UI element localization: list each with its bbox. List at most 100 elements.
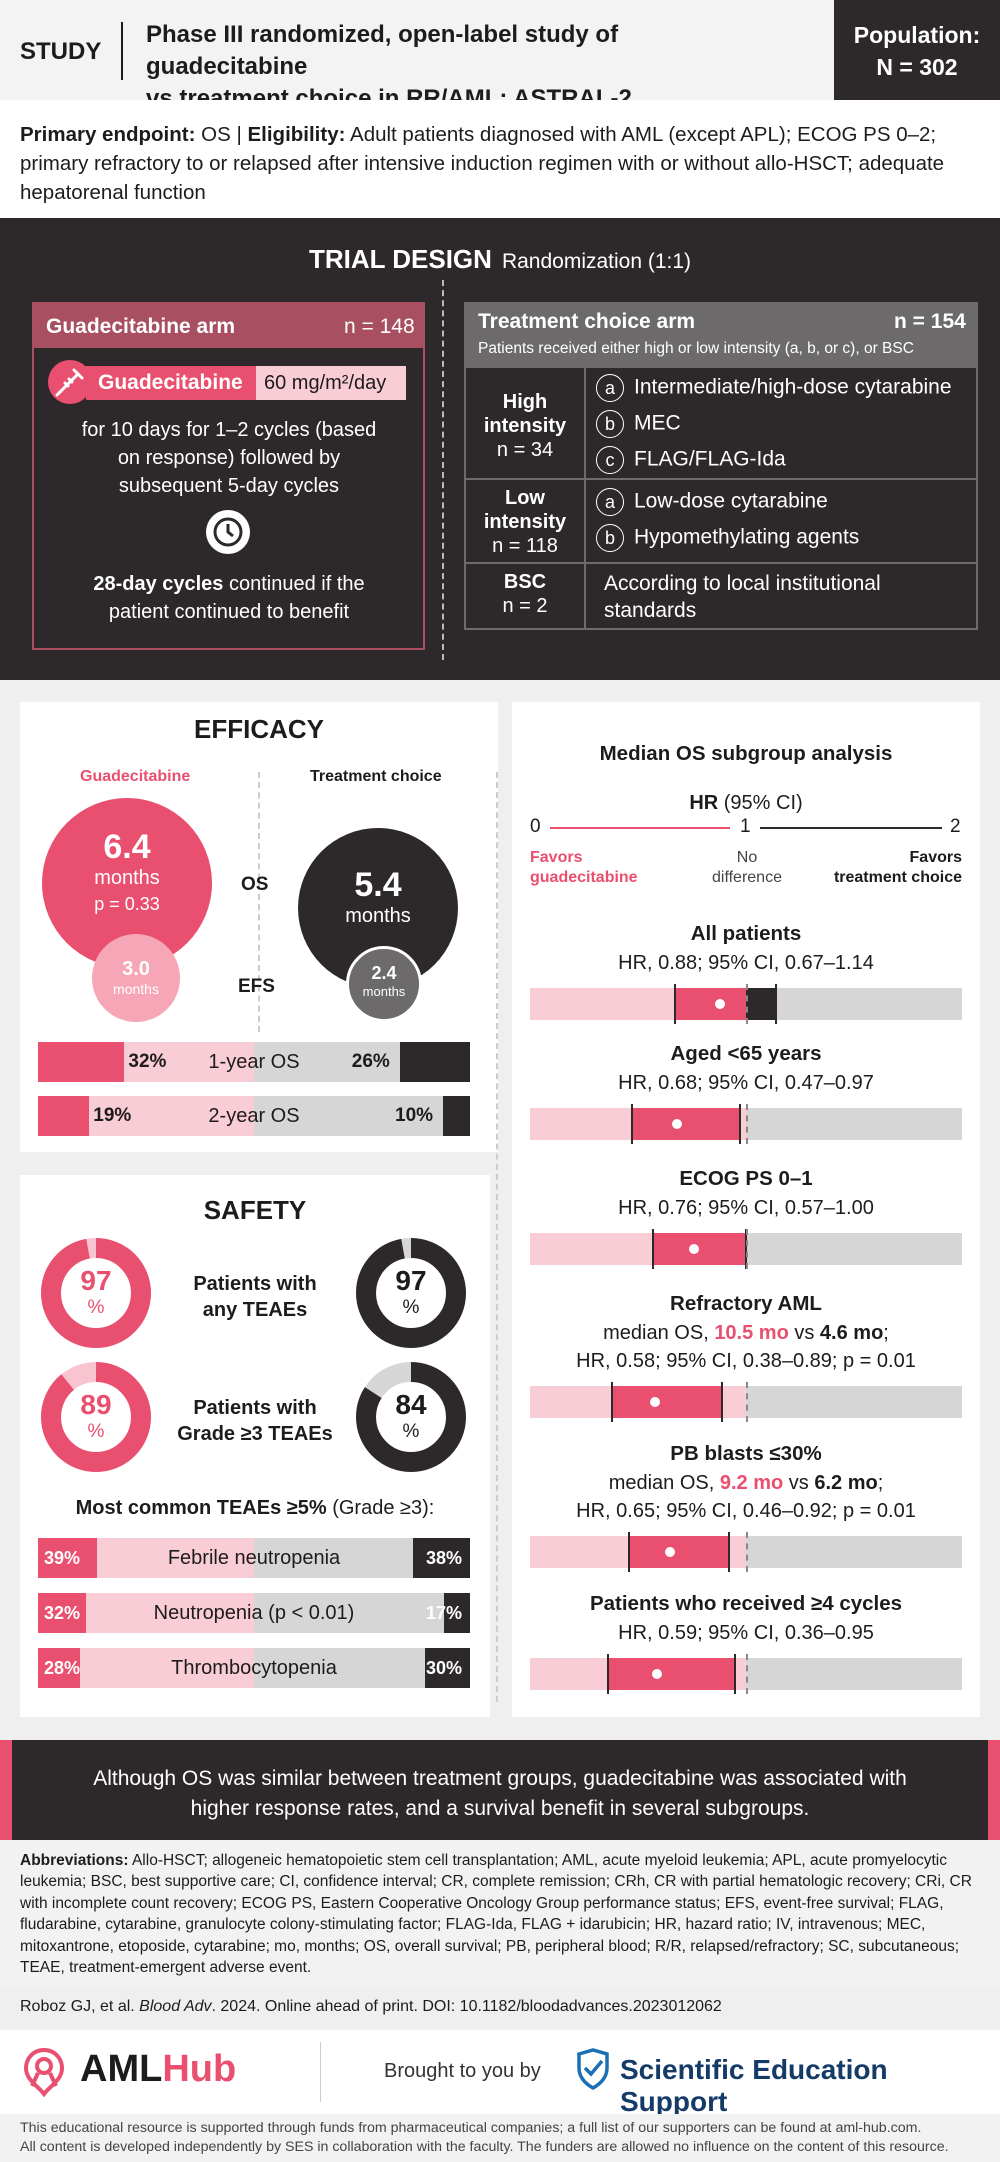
- subgroup-hr: HR, 0.59; 95% CI, 0.36–0.95: [618, 1622, 874, 1644]
- low-option-a: a Low-dose cytarabine: [596, 488, 828, 516]
- citation: Roboz GJ, et al. Blood Adv. 2024. Online…: [20, 1998, 722, 2016]
- forest-ci-lo: [606, 1654, 609, 1694]
- low-label2: intensity: [483, 511, 567, 533]
- subgroup-divider: [496, 772, 498, 1702]
- common-teaes-heading: Most common TEAEs ≥5% (Grade ≥3):: [20, 1497, 490, 1520]
- bsc-text1: According to local institutional: [604, 572, 881, 595]
- no-diff-1: No: [736, 849, 758, 866]
- donut-value: 89: [80, 1389, 112, 1420]
- trial-design-section: TRIAL DESIGN Randomization (1:1) Guadecit…: [0, 218, 1000, 680]
- donut-chart: [41, 1362, 151, 1472]
- common-teaes-grade: (Grade ≥3):: [332, 1497, 435, 1519]
- high-intensity-row: High intensity n = 34 a Intermediate/high-d…: [464, 366, 978, 480]
- option-text: MEC: [634, 411, 681, 435]
- abbreviations-label: Abbreviations:: [20, 1852, 129, 1869]
- efficacy-divider: [258, 772, 260, 1032]
- header-divider: [121, 22, 123, 80]
- hr-label-bold: HR: [689, 792, 719, 814]
- footer-line1: This educational resource is supported t…: [20, 2120, 922, 2136]
- forest-ci-lo: [673, 984, 676, 1024]
- median-os-prefix: median OS,: [603, 1322, 715, 1344]
- high-option-a: a Intermediate/high-dose cytarabine: [596, 374, 952, 402]
- syringe-icon: [48, 360, 92, 404]
- logo-hub: Hub: [162, 2048, 237, 2090]
- os-bar-guad-value: 32%: [128, 1051, 167, 1072]
- teae-label: Febrile neutropenia: [167, 1547, 341, 1569]
- favors-tc-2: treatment choice: [833, 869, 962, 886]
- subgroup-name: All patients: [690, 922, 802, 945]
- treatment-choice-header: Treatment choice arm n = 154 Patients re…: [464, 302, 978, 366]
- ses-shield-icon: [576, 2048, 610, 2091]
- high-intensity-label: High intensity n = 34: [466, 368, 586, 478]
- forest-ci-lo: [652, 1229, 655, 1269]
- efficacy-guad-label: Guadecitabine: [80, 768, 191, 785]
- median-os-end: ;: [883, 1322, 889, 1344]
- population-box: Population: N = 302: [834, 0, 1000, 100]
- donut-percent: %: [402, 1421, 420, 1442]
- option-letter: b: [596, 524, 624, 552]
- median-os-end: ;: [877, 1472, 884, 1494]
- high-label2: intensity: [483, 415, 567, 437]
- forest-right-bg: [746, 988, 962, 1020]
- os-bar-tc-value: 10%: [395, 1105, 434, 1126]
- median-os-prefix: median OS,: [608, 1472, 720, 1494]
- conclusion-text: Although OS was similar between treatmen…: [93, 1767, 907, 1820]
- arm-divider: [442, 280, 444, 660]
- guadecitabine-arm-name: Guadecitabine arm: [46, 315, 236, 338]
- guadecitabine-arm-header: Guadecitabine arm n = 148: [34, 304, 423, 348]
- citation-journal: Blood Adv: [139, 1998, 212, 2015]
- forest-right-bg: [746, 1536, 962, 1568]
- efficacy-title: EFFICACY: [194, 714, 324, 744]
- donut-chart: [356, 1362, 466, 1472]
- teae-tc-value: 17%: [426, 1603, 463, 1623]
- donut-chart: [41, 1238, 151, 1348]
- forest-null-line: [746, 984, 748, 1024]
- guadecitabine-arm-n: n = 148: [344, 315, 415, 338]
- axis-min: 0: [530, 816, 541, 837]
- donut-label-line1: Patients with: [193, 1273, 317, 1295]
- axis-left-line: [550, 827, 730, 829]
- donut-percent: %: [87, 1297, 105, 1318]
- forest-ci-hi: [775, 984, 778, 1024]
- subgroup-hr: HR, 0.88; 95% CI, 0.67–1.14: [618, 952, 874, 974]
- low-n: n = 118: [492, 535, 558, 557]
- subgroup-hr: HR, 0.68; 95% CI, 0.47–0.97: [618, 1072, 874, 1094]
- tc-efs-unit: months: [362, 984, 406, 999]
- abbreviations-section: Abbreviations: Allo-HSCT; allogeneic hem…: [0, 1840, 1000, 1988]
- forest-ci-guad: [674, 988, 746, 1020]
- no-diff-2: difference: [712, 869, 782, 886]
- low-option-b: b Hypomethylating agents: [596, 524, 859, 552]
- teae-tc-fill: [424, 1648, 470, 1688]
- efficacy-panel: EFFICACY Guadecitabine Treatment choice …: [20, 702, 498, 1152]
- median-os-guad: 9.2 mo: [719, 1472, 784, 1494]
- teae-guad-value: 32%: [44, 1603, 81, 1623]
- dosing-schedule: for 10 days for 1–2 cycles (based on res…: [81, 419, 377, 497]
- footer-text: This educational resource is supported t…: [20, 2119, 995, 2157]
- teae-guad-fill: [38, 1648, 81, 1688]
- forest-point: [665, 1547, 676, 1557]
- forest-ci-hi: [734, 1654, 737, 1694]
- forest-right-bg: [746, 1658, 962, 1690]
- forest-plot: [530, 1382, 962, 1422]
- donut-value: 97: [80, 1265, 112, 1296]
- option-letter: c: [596, 446, 624, 474]
- bsc-label-text: BSC: [503, 571, 547, 593]
- favors-guad-1: Favors: [530, 849, 583, 866]
- subgroup-name: Patients who received ≥4 cycles: [589, 1592, 903, 1615]
- median-os-guad: 10.5 mo: [714, 1322, 789, 1344]
- donut-chart: [356, 1238, 466, 1348]
- guad-efs-circle: 3.0 months: [92, 934, 180, 1022]
- donut-value: 84: [395, 1389, 427, 1420]
- teae-tc-fill: [412, 1538, 470, 1578]
- hr-ci-label: (95% CI): [723, 792, 803, 814]
- donut-fill: [356, 1238, 466, 1348]
- subgroup-name: PB blasts ≤30%: [670, 1442, 822, 1465]
- favors-tc-1: Favors: [909, 849, 962, 866]
- teae-bar: 32% 17% Neutropenia (p < 0.01): [38, 1593, 470, 1633]
- teae-guad-fill: [38, 1593, 87, 1633]
- population-label: Population:: [853, 22, 981, 48]
- axis-max: 2: [950, 816, 961, 837]
- os-bar-label: 1-year OS: [208, 1051, 300, 1073]
- tc-efs-circle: 2.4 months: [346, 946, 422, 1022]
- forest-plot: [530, 984, 962, 1024]
